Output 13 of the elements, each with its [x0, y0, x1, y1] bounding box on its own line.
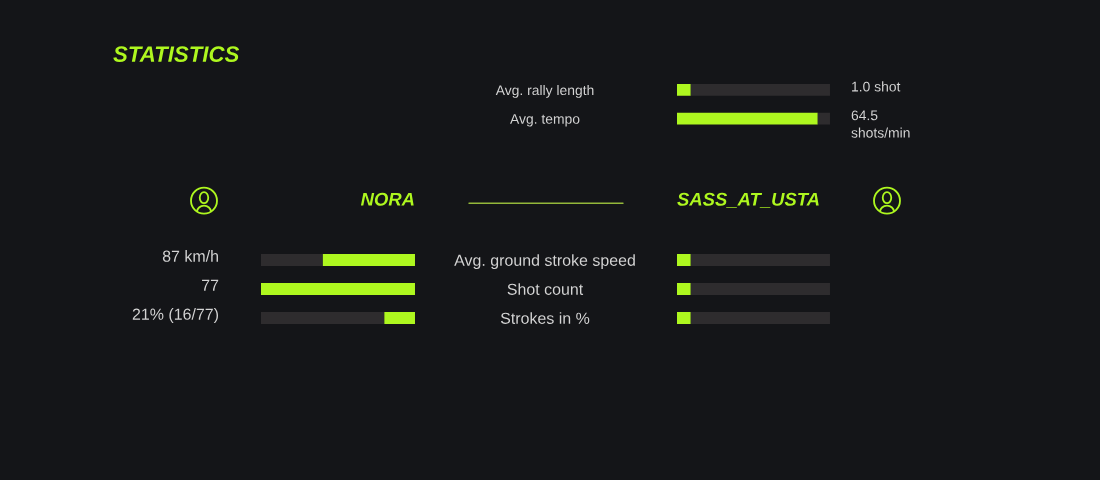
text: 87 km/h [162, 250, 218, 262]
y-tick-label: Avg. tempo [510, 114, 580, 127]
chart-title: SASS_AT_USTA [677, 192, 819, 208]
text: 21% (16/77) [132, 308, 219, 323]
text: 77 [202, 279, 219, 291]
text: 64.5 shots/min [851, 110, 910, 138]
y-tick-label: Strokes in % [500, 312, 590, 324]
text: 1.0 shot [852, 81, 901, 92]
y-tick-label: Avg. ground stroke speed [454, 254, 635, 270]
chart-title: NORA [360, 192, 414, 206]
y-tick-label: Avg. rally length [495, 84, 594, 98]
y-tick-label: Shot count [507, 283, 584, 295]
text: STATISTICS [113, 46, 240, 62]
